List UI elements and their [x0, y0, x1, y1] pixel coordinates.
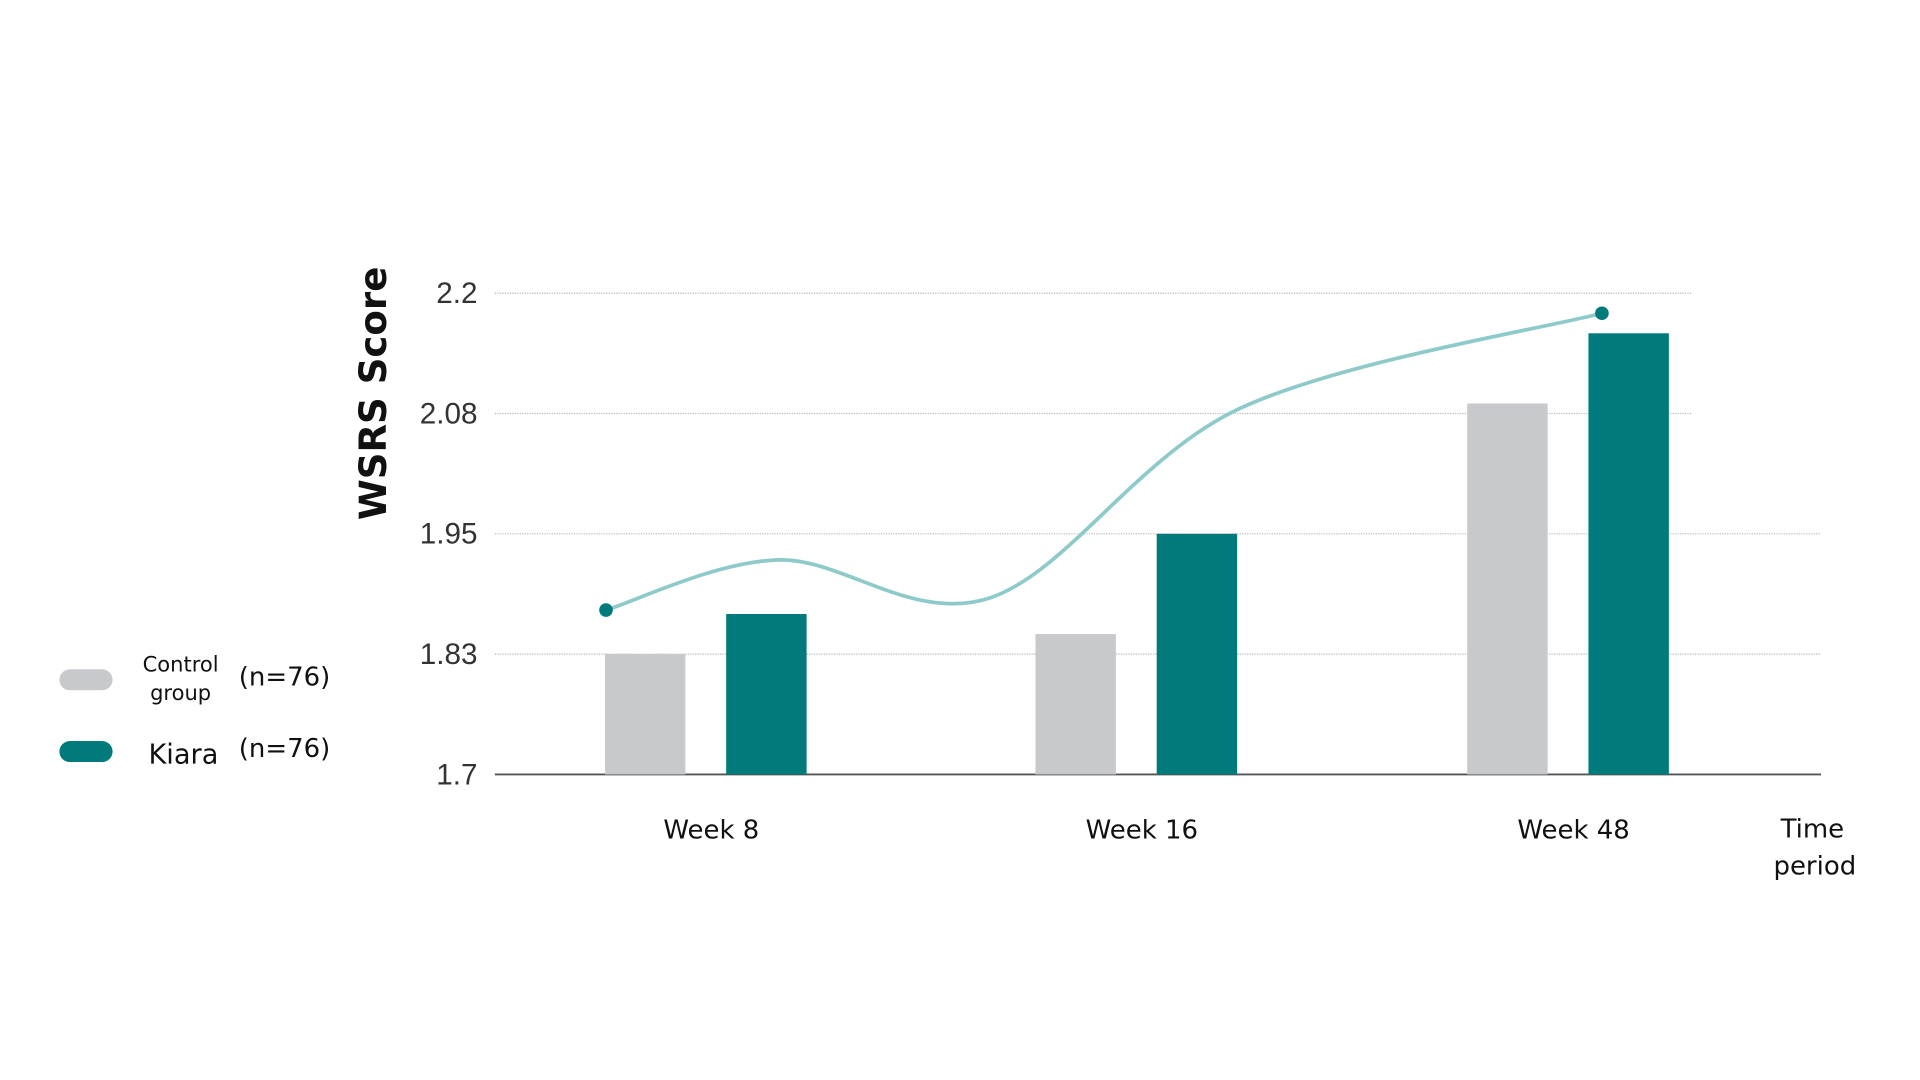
y-axis-title: WSRS Score — [352, 267, 395, 521]
legend-label-control-line2: group — [150, 680, 211, 705]
legend-n-control: (n=76) — [239, 662, 331, 692]
legend-swatch-control — [59, 669, 113, 691]
legend: Control group (n=76) Kiara (n=76) — [59, 652, 331, 770]
bar-control-group-week-48 — [1467, 403, 1548, 775]
x-tick-label: Week 8 — [663, 816, 759, 846]
legend-label-kiara: Kiara — [148, 739, 218, 770]
bar-kiara-week-8 — [726, 614, 807, 775]
legend-label-control-line1: Control — [143, 652, 219, 677]
bar-kiara-week-48 — [1588, 333, 1669, 775]
y-tick-label: 1.7 — [436, 758, 477, 791]
x-tick-label: Week 16 — [1086, 816, 1198, 846]
bar-kiara-week-16 — [1156, 533, 1238, 775]
trend-end-marker — [1595, 306, 1609, 321]
x-tick-label: Week 48 — [1517, 816, 1629, 846]
legend-swatch-kiara — [59, 741, 113, 763]
bar-control-group-week-8 — [604, 654, 686, 775]
bars — [604, 333, 1669, 775]
y-tick-label: 2.2 — [436, 277, 477, 310]
x-axis-title-line2: period — [1773, 852, 1856, 882]
trend-line — [599, 306, 1609, 617]
y-tick-labels: 1.7 1.83 1.95 2.08 2.2 — [420, 277, 478, 791]
x-tick-labels: Week 8 Week 16 Week 48 — [663, 816, 1629, 846]
trend-curve — [605, 311, 1603, 612]
legend-n-kiara: (n=76) — [239, 734, 331, 764]
y-tick-label: 2.08 — [420, 397, 478, 430]
x-axis-title-line1: Time — [1780, 815, 1845, 845]
bar-control-group-week-16 — [1035, 634, 1116, 775]
y-tick-label: 1.83 — [420, 638, 478, 671]
trend-start-marker — [599, 603, 613, 617]
y-tick-label: 1.95 — [420, 518, 478, 551]
